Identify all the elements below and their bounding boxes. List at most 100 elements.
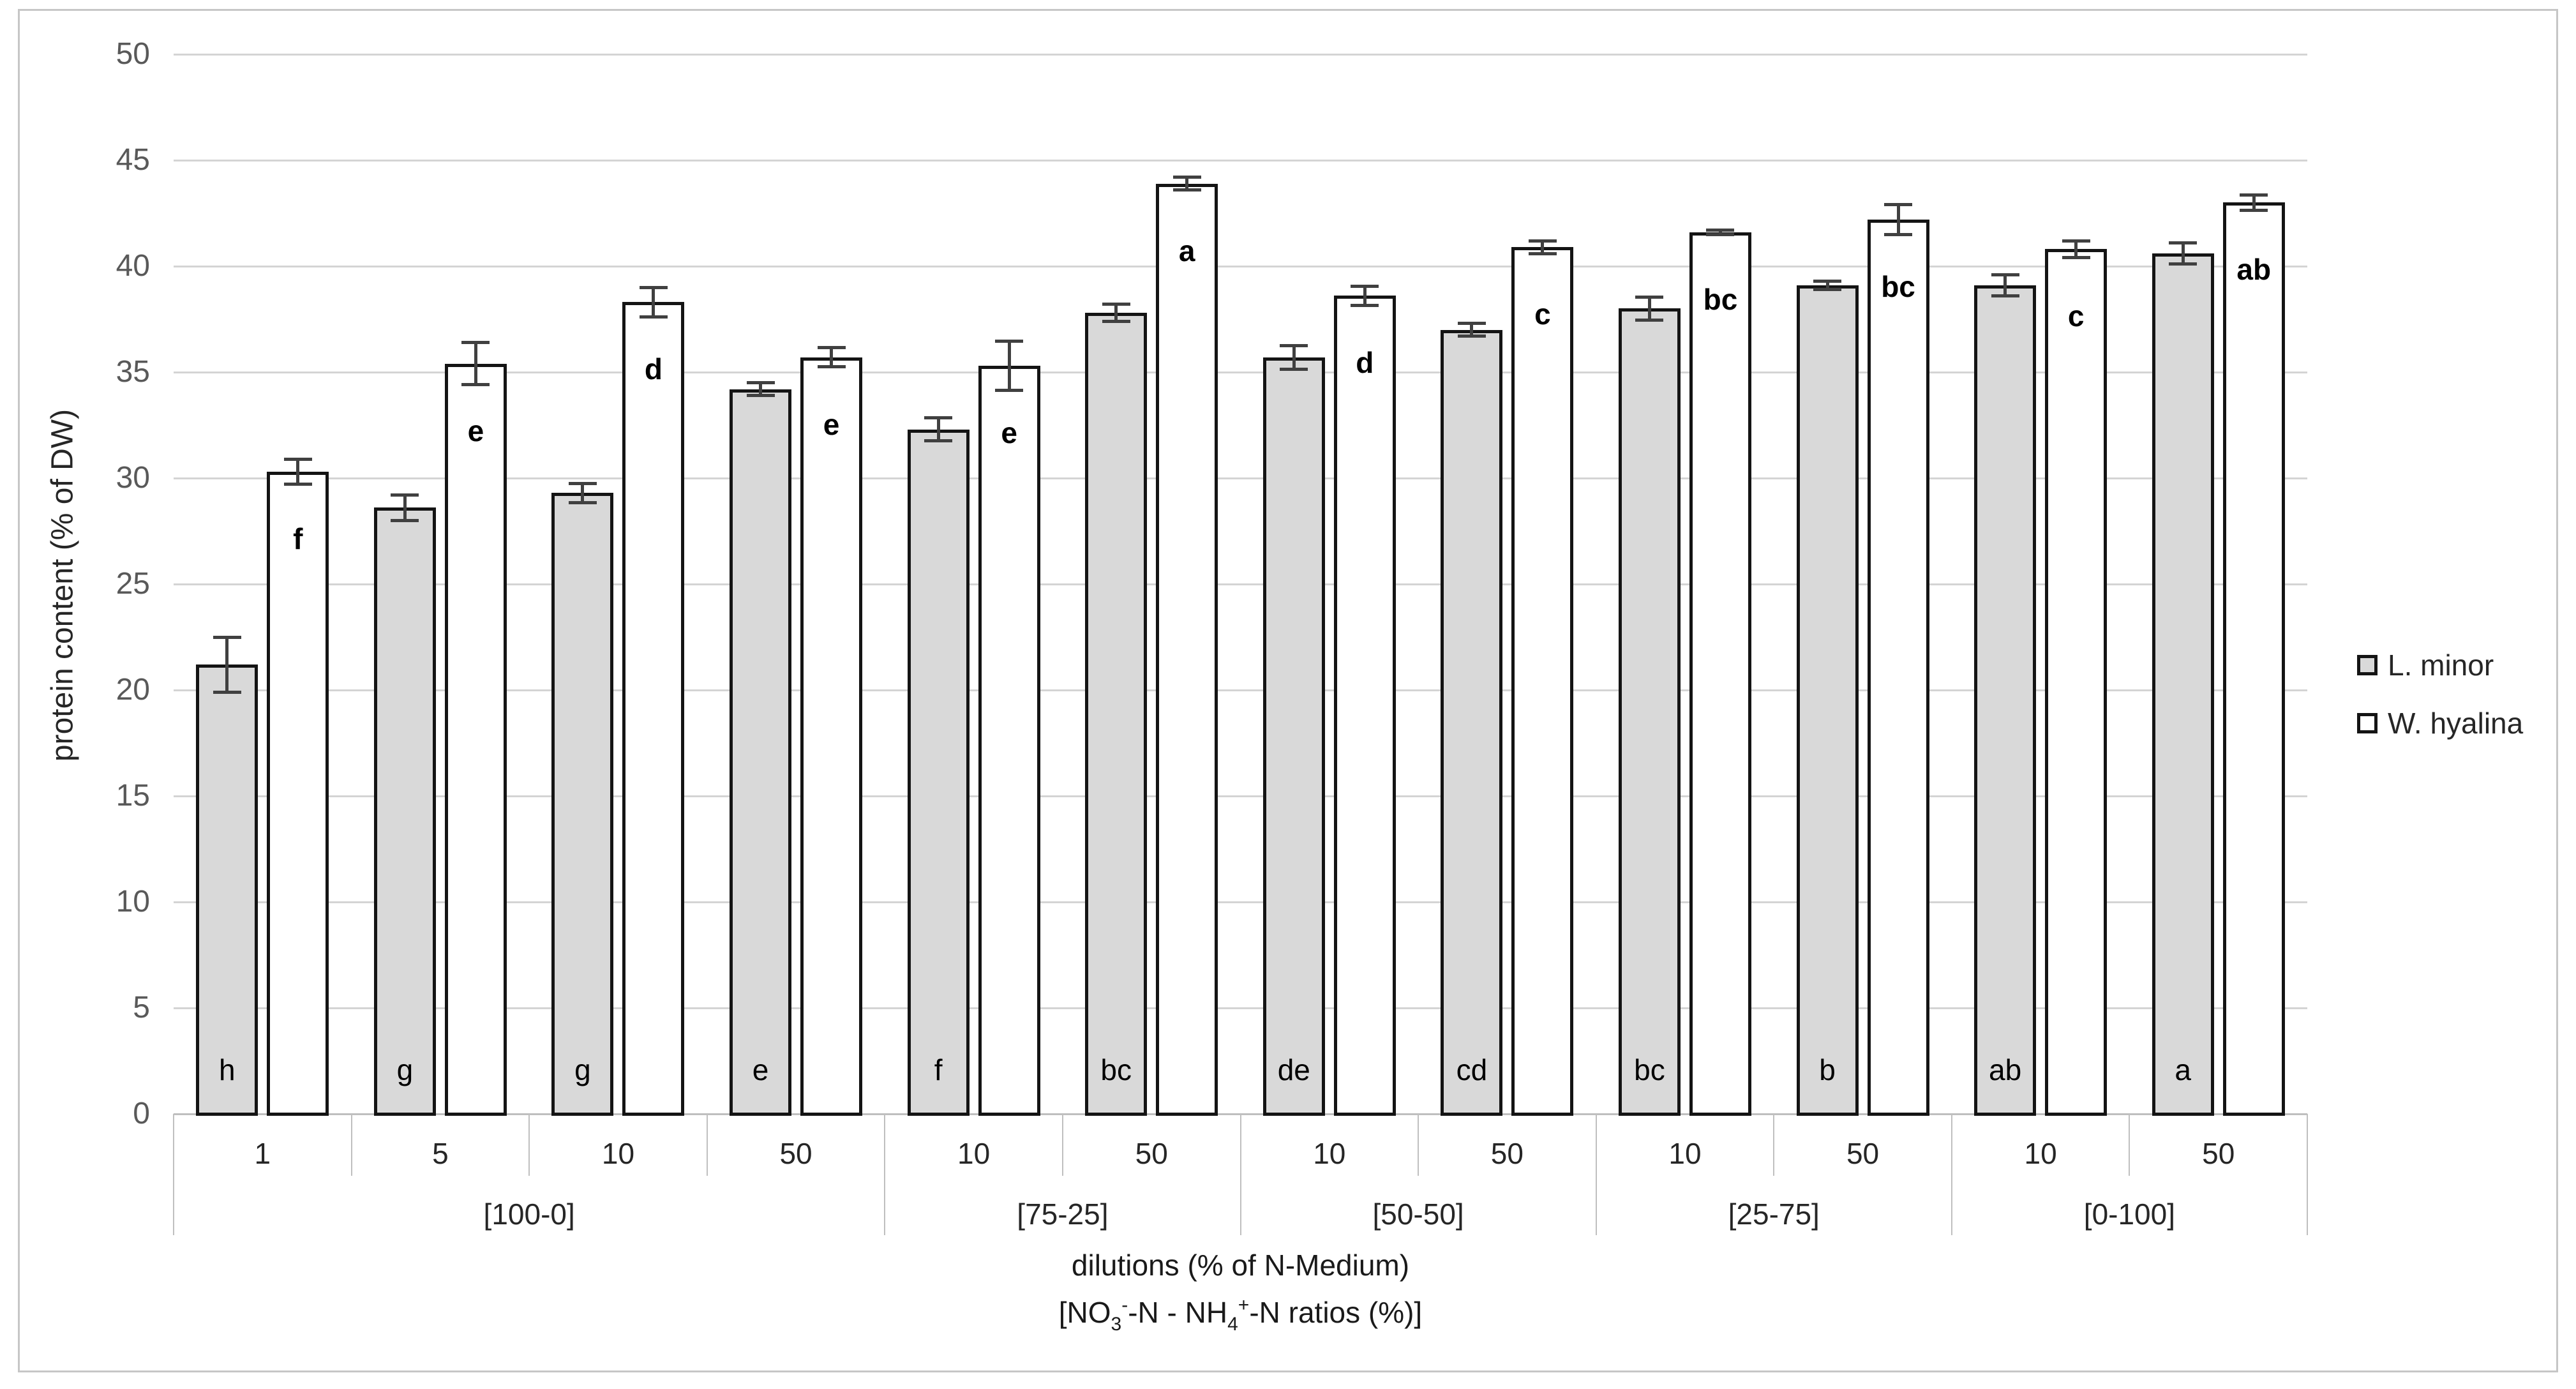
y-tick-label: 30 xyxy=(116,461,150,495)
group-separator xyxy=(2307,1114,2308,1235)
x-axis-title-segment: -N - NH xyxy=(1128,1296,1228,1329)
error-bar-cap-bottom xyxy=(817,365,846,369)
gridline xyxy=(174,265,2307,267)
y-tick-label: 0 xyxy=(133,1097,150,1130)
group-label: [100-0] xyxy=(483,1198,575,1231)
error-bar-cap-bottom xyxy=(2240,208,2268,212)
gridline xyxy=(174,901,2307,903)
legend-item: W. hyalina xyxy=(2357,704,2523,742)
gridline xyxy=(174,53,2307,56)
error-bar xyxy=(1470,323,1474,336)
error-bar xyxy=(652,287,655,317)
y-tick-label: 25 xyxy=(116,567,150,601)
significance-letter-w-hyalina: f xyxy=(293,522,303,556)
significance-letter-l-minor: bc xyxy=(1634,1053,1665,1086)
category-separator xyxy=(2129,1114,2130,1176)
error-bar-cap-top xyxy=(1457,322,1486,326)
bar-w-hyalina xyxy=(1156,183,1218,1116)
error-bar xyxy=(1185,177,1189,190)
error-bar-cap-top xyxy=(568,481,597,485)
error-bar-cap-top xyxy=(2240,193,2268,197)
significance-letter-l-minor: h xyxy=(218,1053,236,1086)
error-bar-cap-top xyxy=(2169,241,2198,244)
significance-letter-w-hyalina: ab xyxy=(2236,253,2272,287)
dilution-tick-label: 1 xyxy=(254,1137,271,1170)
bar-w-hyalina xyxy=(444,363,507,1116)
error-bar-cap-bottom xyxy=(213,690,241,694)
error-bar xyxy=(1825,281,1829,290)
x-axis-title-line2: [NO3--N - NH4+-N ratios (%)] xyxy=(174,1289,2307,1341)
bar-w-hyalina xyxy=(267,472,329,1116)
legend-swatch-icon xyxy=(2357,713,2378,733)
x-axis-title-segment: 4 xyxy=(1227,1314,1238,1335)
significance-letter-l-minor: e xyxy=(752,1053,769,1086)
error-bar-cap-bottom xyxy=(568,500,597,504)
significance-letter-w-hyalina: bc xyxy=(1881,269,1915,303)
y-axis-title: protein content (% of DW) xyxy=(45,409,80,762)
error-bar-cap-top xyxy=(2062,239,2090,243)
error-bar-cap-bottom xyxy=(1635,319,1664,322)
error-bar-cap-top xyxy=(1813,279,1842,283)
significance-letter-w-hyalina: c xyxy=(2067,299,2085,333)
bar-w-hyalina xyxy=(978,366,1040,1116)
legend: L. minor W. hyalina xyxy=(2357,646,2523,762)
y-tick-label: 15 xyxy=(116,779,150,813)
error-bar xyxy=(1114,304,1118,322)
bar-w-hyalina xyxy=(622,302,685,1116)
significance-letter-l-minor: cd xyxy=(1456,1053,1488,1086)
group-label: [75-25] xyxy=(1017,1198,1109,1231)
significance-letter-l-minor: b xyxy=(1819,1053,1836,1086)
error-bar xyxy=(1647,297,1651,320)
dilution-tick-label: 50 xyxy=(1490,1137,1524,1170)
bar-w-hyalina xyxy=(1511,247,1574,1116)
gridline xyxy=(174,583,2307,585)
group-separator xyxy=(173,1114,174,1235)
dilution-tick-label: 50 xyxy=(1135,1137,1168,1170)
group-separator xyxy=(1239,1114,1241,1235)
bar-l-minor xyxy=(730,389,792,1116)
error-bar-cap-top xyxy=(1172,176,1201,179)
dilution-tick-label: 5 xyxy=(432,1137,449,1170)
error-bar-cap-top xyxy=(1884,203,1913,207)
bar-l-minor xyxy=(1618,308,1681,1116)
error-bar-cap-bottom xyxy=(1172,188,1201,191)
error-bar-cap-bottom xyxy=(1706,232,1735,236)
gridline xyxy=(174,1007,2307,1009)
bar-l-minor xyxy=(907,429,970,1116)
bar-w-hyalina xyxy=(2045,249,2108,1116)
error-bar xyxy=(1541,241,1545,254)
dilution-tick-label: 10 xyxy=(1668,1137,1702,1170)
error-bar xyxy=(936,417,940,441)
group-label: [25-75] xyxy=(1728,1198,1820,1231)
bar-l-minor xyxy=(1796,285,1859,1116)
error-bar xyxy=(1718,230,1722,235)
legend-label: L. minor xyxy=(2388,649,2494,682)
error-bar-cap-bottom xyxy=(2062,256,2090,260)
dilution-tick-label: 10 xyxy=(957,1137,991,1170)
significance-letter-w-hyalina: bc xyxy=(1703,282,1738,316)
error-bar-cap-top xyxy=(283,457,312,461)
error-bar xyxy=(403,495,407,521)
x-axis-title-segment: -N ratios (%)] xyxy=(1249,1296,1423,1329)
error-bar-cap-top xyxy=(1102,303,1130,306)
error-bar-cap-top xyxy=(639,285,668,289)
error-bar-cap-bottom xyxy=(1102,319,1130,323)
bar-l-minor xyxy=(1441,329,1503,1116)
error-bar xyxy=(474,342,477,385)
y-tick-label: 50 xyxy=(116,37,150,71)
significance-letter-w-hyalina: e xyxy=(823,407,840,441)
significance-letter-l-minor: a xyxy=(2175,1053,2191,1086)
legend-swatch-icon xyxy=(2357,655,2378,675)
error-bar-cap-bottom xyxy=(924,439,953,443)
significance-letter-l-minor: ab xyxy=(1989,1053,2022,1086)
error-bar-cap-bottom xyxy=(283,483,312,486)
error-bar-cap-top xyxy=(1635,295,1664,299)
dilution-tick-label: 50 xyxy=(2202,1137,2235,1170)
bar-w-hyalina xyxy=(800,357,863,1116)
gridline xyxy=(174,795,2307,797)
error-bar-cap-bottom xyxy=(1991,294,2019,297)
error-bar xyxy=(581,483,585,503)
error-bar-cap-bottom xyxy=(1813,288,1842,292)
dilution-tick-label: 10 xyxy=(601,1137,635,1170)
gridline xyxy=(174,689,2307,691)
